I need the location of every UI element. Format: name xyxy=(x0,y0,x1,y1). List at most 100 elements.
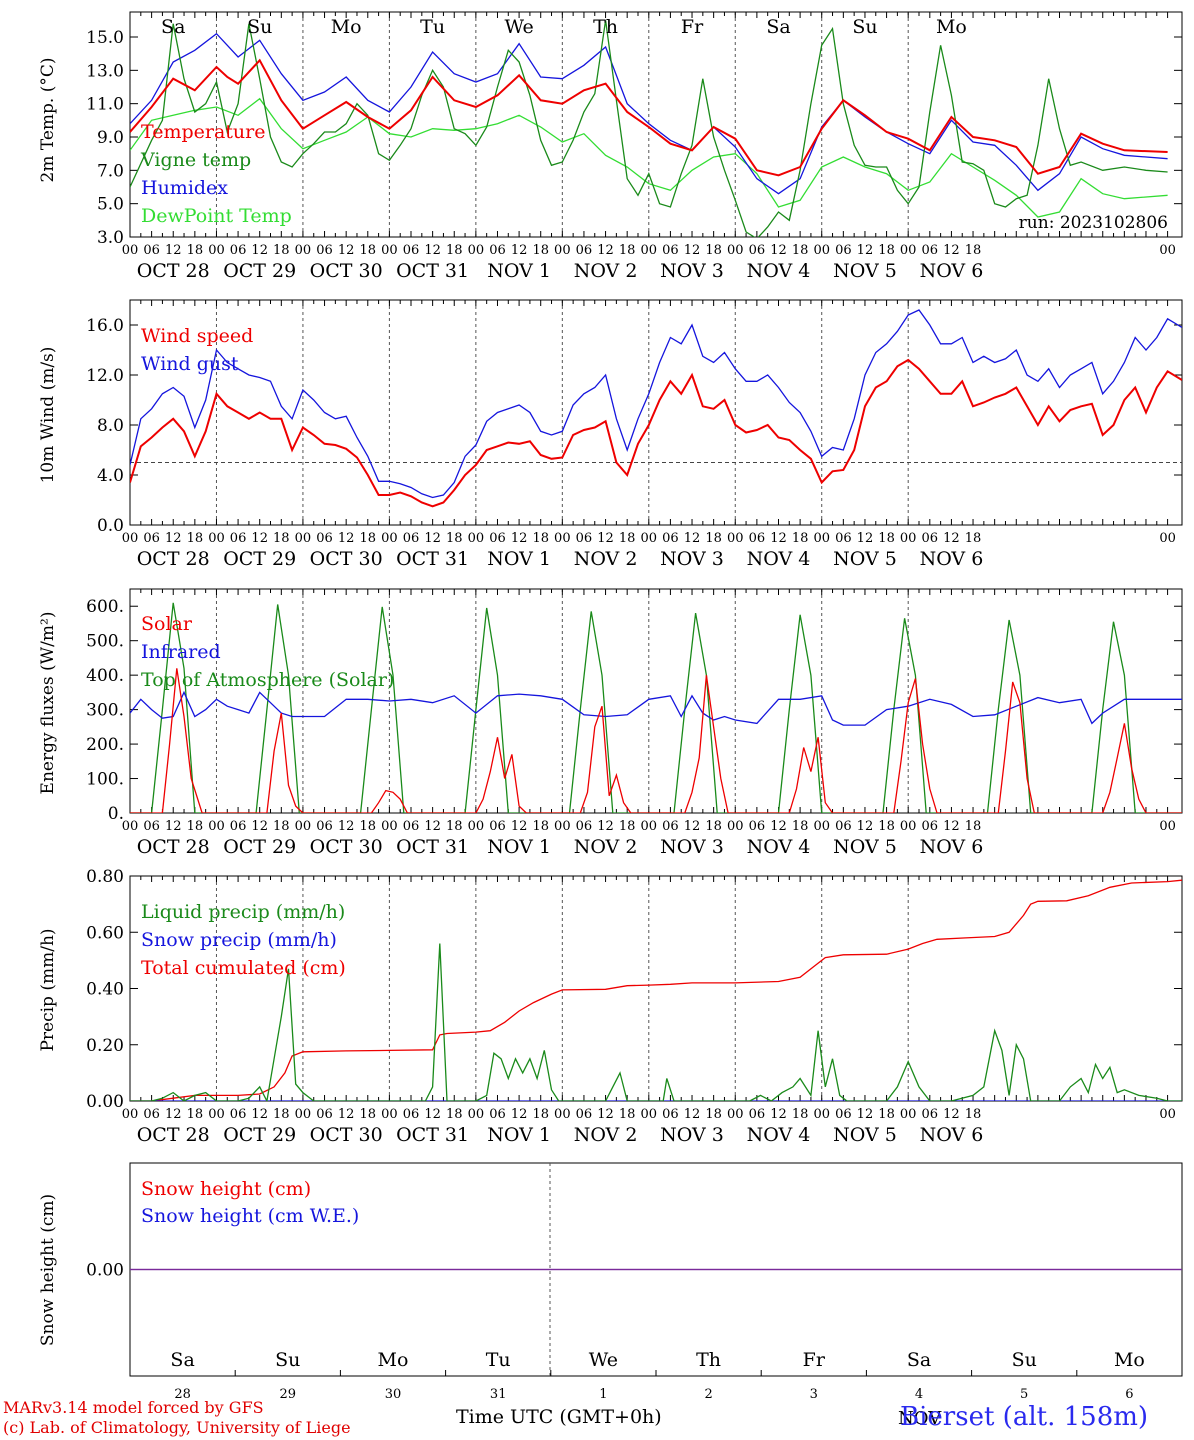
hour-tick-label: 00 xyxy=(122,819,139,834)
hour-tick-label: 00 xyxy=(468,531,485,546)
date-label: NOV 3 xyxy=(660,836,724,858)
hour-tick-label: 12 xyxy=(597,819,614,834)
hour-tick-label: 12 xyxy=(597,243,614,258)
hour-tick-label: 06 xyxy=(403,1107,420,1122)
weekday-label: Mo xyxy=(331,16,362,38)
weekday-label: Sa xyxy=(766,16,790,38)
series-line-infrared xyxy=(130,690,1182,726)
hour-tick-label: 18 xyxy=(187,1107,204,1122)
date-label: OCT 28 xyxy=(137,260,210,282)
weekday-label: Su xyxy=(1012,1349,1037,1371)
hour-tick-label: 12 xyxy=(943,819,960,834)
legend-entry: Snow height (cm W.E.) xyxy=(141,1205,359,1227)
hour-tick-label: 00 xyxy=(381,531,398,546)
series-line-temperature xyxy=(130,58,1168,177)
hour-tick-label: 06 xyxy=(143,531,160,546)
hour-tick-label: 00 xyxy=(468,243,485,258)
hour-tick-label: 00 xyxy=(554,819,571,834)
hour-tick-label: 18 xyxy=(878,819,895,834)
hour-tick-label: 06 xyxy=(489,819,506,834)
date-label: NOV 3 xyxy=(660,1124,724,1146)
hour-tick-label: 06 xyxy=(922,243,939,258)
weekday-label: Th xyxy=(593,16,618,38)
day-number: 29 xyxy=(280,1387,297,1402)
legend-entry: Humidex xyxy=(141,177,228,199)
hour-tick-label: 00 xyxy=(381,819,398,834)
hour-tick-label: 00 xyxy=(468,819,485,834)
y-axis-title: Snow height (cm) xyxy=(38,1194,58,1346)
hour-tick-label: 06 xyxy=(316,243,333,258)
hour-tick-label: 18 xyxy=(792,243,809,258)
weekday-label: We xyxy=(589,1349,618,1371)
hour-tick-label: 12 xyxy=(770,531,787,546)
hour-tick-label: 12 xyxy=(338,531,355,546)
date-label: OCT 31 xyxy=(396,836,469,858)
hour-tick-label: 00 xyxy=(1159,1107,1176,1122)
series-line-liquid-precip-mm-h- xyxy=(130,943,1182,1101)
y-tick-label: 200. xyxy=(86,735,124,755)
date-label: OCT 31 xyxy=(396,1124,469,1146)
hour-tick-label: 18 xyxy=(187,531,204,546)
hour-tick-label: 00 xyxy=(641,819,658,834)
hour-tick-label: 12 xyxy=(684,243,701,258)
panel-2 xyxy=(129,299,1183,526)
hour-tick-label: 18 xyxy=(792,531,809,546)
series-line-total-cumulated-cm- xyxy=(130,879,1182,1101)
weekday-label: We xyxy=(504,16,533,38)
hour-tick-label: 12 xyxy=(165,1107,182,1122)
hour-tick-label: 18 xyxy=(360,531,377,546)
hour-tick-label: 00 xyxy=(900,819,917,834)
y-axis-title: 2m Temp. (°C) xyxy=(38,57,58,182)
hour-tick-label: 00 xyxy=(1159,531,1176,546)
legend-entry: DewPoint Temp xyxy=(141,205,292,227)
hour-tick-label: 18 xyxy=(532,819,549,834)
hour-tick-label: 06 xyxy=(230,1107,247,1122)
hour-tick-label: 00 xyxy=(381,243,398,258)
hour-tick-label: 06 xyxy=(143,243,160,258)
series-line-solar xyxy=(130,668,1182,813)
hour-tick-label: 06 xyxy=(835,819,852,834)
hour-tick-label: 06 xyxy=(403,531,420,546)
legend-entry: Wind speed xyxy=(141,325,253,347)
weekday-label: Fr xyxy=(681,16,704,38)
date-label: OCT 30 xyxy=(310,836,383,858)
hour-tick-label: 12 xyxy=(770,1107,787,1122)
hour-tick-label: 18 xyxy=(273,243,290,258)
hour-tick-label: 18 xyxy=(792,1107,809,1122)
hour-tick-label: 00 xyxy=(208,243,225,258)
date-label: NOV 1 xyxy=(487,836,551,858)
hour-tick-label: 18 xyxy=(619,243,636,258)
series-line-wind-speed xyxy=(130,358,1182,508)
hour-tick-label: 06 xyxy=(922,531,939,546)
weekday-label: Mo xyxy=(936,16,967,38)
hour-tick-label: 00 xyxy=(122,1107,139,1122)
hour-tick-label: 00 xyxy=(208,531,225,546)
y-axis-title: 10m Wind (m/s) xyxy=(38,347,58,484)
hour-tick-label: 06 xyxy=(230,243,247,258)
date-label: NOV 4 xyxy=(747,1124,811,1146)
legend-entry: Infrared xyxy=(141,641,221,663)
hour-tick-label: 06 xyxy=(835,243,852,258)
y-tick-label: 16.0 xyxy=(86,316,124,336)
y-tick-label: 7.0 xyxy=(97,161,124,181)
y-tick-label: 300. xyxy=(86,701,124,721)
hour-tick-label: 18 xyxy=(619,531,636,546)
date-label: OCT 30 xyxy=(310,260,383,282)
hour-tick-label: 06 xyxy=(749,243,766,258)
hour-tick-label: 06 xyxy=(662,819,679,834)
hour-tick-label: 06 xyxy=(403,243,420,258)
legend-entry: Snow precip (mm/h) xyxy=(141,929,337,951)
weekday-label: Mo xyxy=(378,1349,409,1371)
date-label: NOV 3 xyxy=(660,260,724,282)
panel-5 xyxy=(129,1162,1183,1377)
legend-entry: Total cumulated (cm) xyxy=(141,957,346,979)
hour-tick-label: 18 xyxy=(446,531,463,546)
hour-tick-label: 00 xyxy=(554,243,571,258)
hour-tick-label: 12 xyxy=(251,1107,268,1122)
hour-tick-label: 06 xyxy=(230,531,247,546)
footer-model: MARv3.14 model forced by GFS xyxy=(3,1398,264,1417)
hour-tick-label: 18 xyxy=(360,1107,377,1122)
series-line-vigne-temp xyxy=(130,20,1168,237)
hour-tick-label: 12 xyxy=(857,243,874,258)
